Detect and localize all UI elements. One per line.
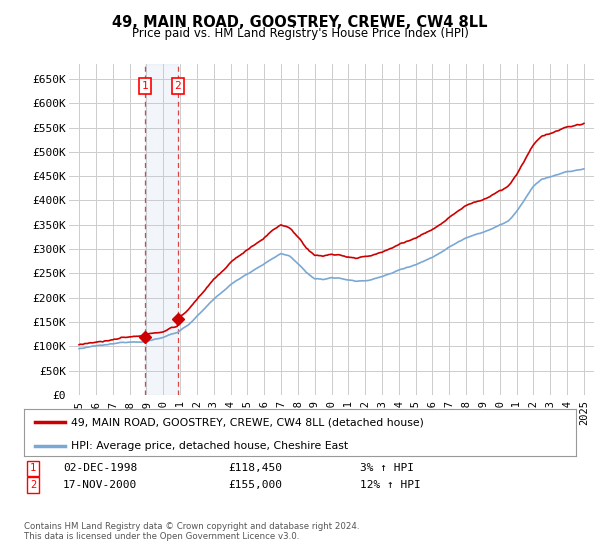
Text: 1: 1 (30, 463, 36, 473)
Text: 02-DEC-1998: 02-DEC-1998 (63, 463, 137, 473)
Text: 2: 2 (30, 480, 36, 490)
Text: 49, MAIN ROAD, GOOSTREY, CREWE, CW4 8LL (detached house): 49, MAIN ROAD, GOOSTREY, CREWE, CW4 8LL … (71, 417, 424, 427)
Text: 3% ↑ HPI: 3% ↑ HPI (360, 463, 414, 473)
Text: Price paid vs. HM Land Registry's House Price Index (HPI): Price paid vs. HM Land Registry's House … (131, 27, 469, 40)
Text: £155,000: £155,000 (228, 480, 282, 490)
Text: 12% ↑ HPI: 12% ↑ HPI (360, 480, 421, 490)
Text: 2: 2 (175, 81, 181, 91)
Text: 17-NOV-2000: 17-NOV-2000 (63, 480, 137, 490)
Text: Contains HM Land Registry data © Crown copyright and database right 2024.
This d: Contains HM Land Registry data © Crown c… (24, 522, 359, 542)
Text: HPI: Average price, detached house, Cheshire East: HPI: Average price, detached house, Ches… (71, 441, 348, 451)
Text: £118,450: £118,450 (228, 463, 282, 473)
Text: 49, MAIN ROAD, GOOSTREY, CREWE, CW4 8LL: 49, MAIN ROAD, GOOSTREY, CREWE, CW4 8LL (112, 15, 488, 30)
Bar (145, 64, 178, 395)
Text: 1: 1 (142, 81, 148, 91)
